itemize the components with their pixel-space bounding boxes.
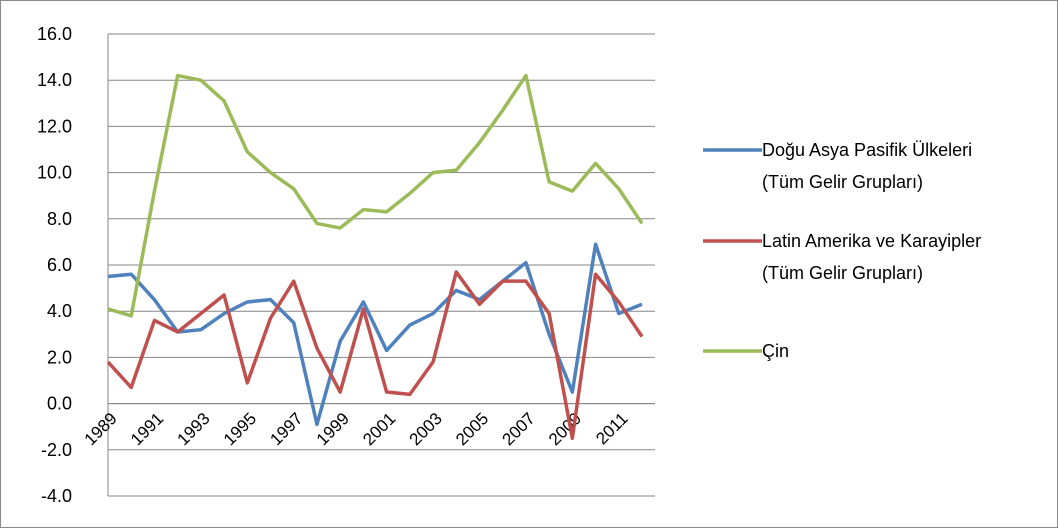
y-tick-label: 12.0 <box>37 116 72 136</box>
y-tick-label: 0.0 <box>47 394 72 414</box>
y-tick-label: 6.0 <box>47 255 72 275</box>
legend-label: Çin <box>762 341 790 361</box>
legend-label: Latin Amerika ve Karayipler (Tüm Gelir G… <box>762 231 982 283</box>
y-tick-label: 14.0 <box>37 70 72 90</box>
series-line <box>107 242 643 427</box>
legend-label: Doğu Asya Pasifik Ülkeleri (Tüm Gelir Gr… <box>762 140 973 192</box>
series-line <box>106 270 644 440</box>
series-line <box>107 73 644 318</box>
y-tick-label: 4.0 <box>47 301 72 321</box>
y-tick-label: 16.0 <box>37 24 72 44</box>
y-tick-label: -2.0 <box>41 440 72 460</box>
y-tick-label: 10.0 <box>37 163 72 183</box>
y-tick-label: -4.0 <box>41 486 72 506</box>
y-tick-label: 2.0 <box>47 347 72 367</box>
y-tick-label: 8.0 <box>47 209 72 229</box>
